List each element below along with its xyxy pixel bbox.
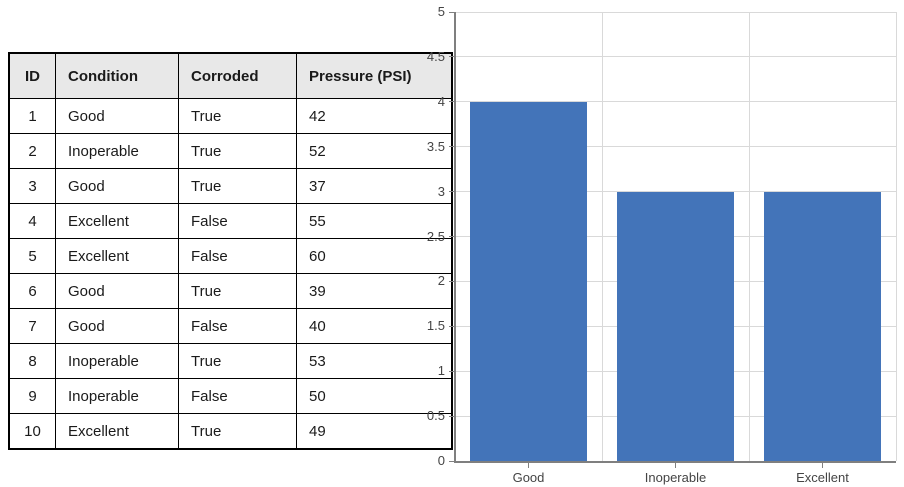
cell-id: 6	[8, 273, 56, 309]
cell-pressure: 50	[296, 378, 453, 414]
cell-corroded: True	[178, 133, 297, 169]
cell-corroded: False	[178, 308, 297, 344]
cell-pressure: 37	[296, 168, 453, 204]
cell-pressure: 39	[296, 273, 453, 309]
y-axis-tick	[449, 191, 455, 193]
h-gridline	[455, 56, 896, 58]
y-axis-tick-label: 3.5	[426, 138, 445, 154]
h-gridline	[455, 11, 896, 13]
table-row: 1 Good True 42	[8, 98, 453, 134]
x-category-label: Excellent	[796, 470, 849, 485]
x-category-label: Inoperable	[644, 470, 707, 485]
cell-corroded: True	[178, 98, 297, 134]
y-axis-tick-label: 0	[437, 453, 445, 468]
y-axis-tick-label: 4	[437, 93, 445, 109]
v-gridline	[895, 12, 897, 461]
cell-pressure: 42	[296, 98, 453, 134]
cell-condition: Good	[55, 168, 179, 204]
y-axis-line	[454, 12, 456, 463]
table-row: 9 Inoperable False 50	[8, 378, 453, 414]
table-head: ID Condition Corroded Pressure (PSI)	[8, 52, 453, 99]
y-axis-tick	[449, 236, 455, 237]
y-axis-tick-label: 0.5	[426, 408, 445, 424]
cell-id: 5	[8, 238, 56, 274]
y-axis-tick-label: 1	[437, 363, 445, 379]
x-axis-line	[454, 461, 896, 463]
y-axis-tick	[449, 146, 455, 148]
cell-pressure: 60	[296, 238, 453, 274]
cell-corroded: False	[178, 203, 297, 239]
cell-corroded: True	[178, 273, 297, 309]
table-row: 5 Excellent False 60	[8, 238, 453, 274]
x-category-label: Good	[512, 470, 545, 485]
cell-corroded: False	[178, 238, 297, 274]
x-axis-tick	[675, 463, 676, 468]
cell-condition: Excellent	[55, 203, 179, 239]
pipe-inspection-table: ID Condition Corroded Pressure (PSI) 1 Go…	[8, 52, 453, 450]
table-row: 6 Good True 39	[8, 273, 453, 309]
cell-pressure: 40	[296, 308, 453, 344]
cell-condition: Good	[55, 98, 179, 134]
table-row: 7 Good False 40	[8, 308, 453, 344]
y-axis-tick	[449, 280, 455, 282]
cell-id: 2	[8, 133, 56, 169]
cell-corroded: True	[178, 168, 297, 204]
cell-id: 7	[8, 308, 56, 344]
y-axis-tick	[449, 11, 455, 13]
cell-condition: Good	[55, 273, 179, 309]
x-axis-tick	[822, 463, 823, 468]
y-axis-tick	[449, 415, 455, 417]
column-header-corroded: Corroded	[178, 52, 297, 99]
y-axis-tick-label: 3	[437, 183, 445, 199]
v-gridline	[748, 12, 750, 461]
table-row: 8 Inoperable True 53	[8, 343, 453, 379]
y-axis-tick	[449, 101, 455, 103]
y-axis-tick-label: 2	[437, 273, 445, 289]
y-axis-tick-label: 1.5	[426, 318, 445, 334]
table-row: 10 Excellent True 49	[8, 413, 453, 450]
bar-inoperable	[616, 191, 735, 461]
y-axis-tick	[449, 56, 455, 58]
bar-good	[469, 101, 588, 461]
cell-condition: Excellent	[55, 413, 179, 450]
table-header-row: ID Condition Corroded Pressure (PSI)	[8, 52, 453, 99]
cell-pressure: 49	[296, 413, 453, 450]
table-body: 1 Good True 42 2 Inoperable True 52 3 Good True 37 4…	[8, 98, 453, 450]
y-axis-tick	[449, 460, 455, 462]
column-header-pressure: Pressure (PSI)	[296, 52, 453, 99]
bar-excellent	[763, 191, 882, 461]
cell-condition: Good	[55, 308, 179, 344]
cell-id: 3	[8, 168, 56, 204]
x-axis-tick	[528, 463, 529, 468]
cell-id: 8	[8, 343, 56, 379]
y-axis-tick	[449, 370, 455, 372]
cell-corroded: False	[178, 378, 297, 414]
y-axis-tick-label: 2.5	[426, 228, 445, 244]
v-gridline	[601, 12, 603, 461]
h-gridline	[455, 101, 896, 103]
y-axis-tick-label: 4.5	[426, 48, 445, 64]
cell-corroded: True	[178, 343, 297, 379]
y-axis-tick	[449, 325, 455, 327]
cell-corroded: True	[178, 413, 297, 450]
table-row: 3 Good True 37	[8, 168, 453, 204]
cell-condition: Inoperable	[55, 343, 179, 379]
y-axis-tick-label: 5	[437, 4, 445, 19]
cell-pressure: 53	[296, 343, 453, 379]
cell-condition: Inoperable	[55, 378, 179, 414]
cell-id: 4	[8, 203, 56, 239]
cell-pressure: 52	[296, 133, 453, 169]
h-gridline	[455, 146, 896, 148]
